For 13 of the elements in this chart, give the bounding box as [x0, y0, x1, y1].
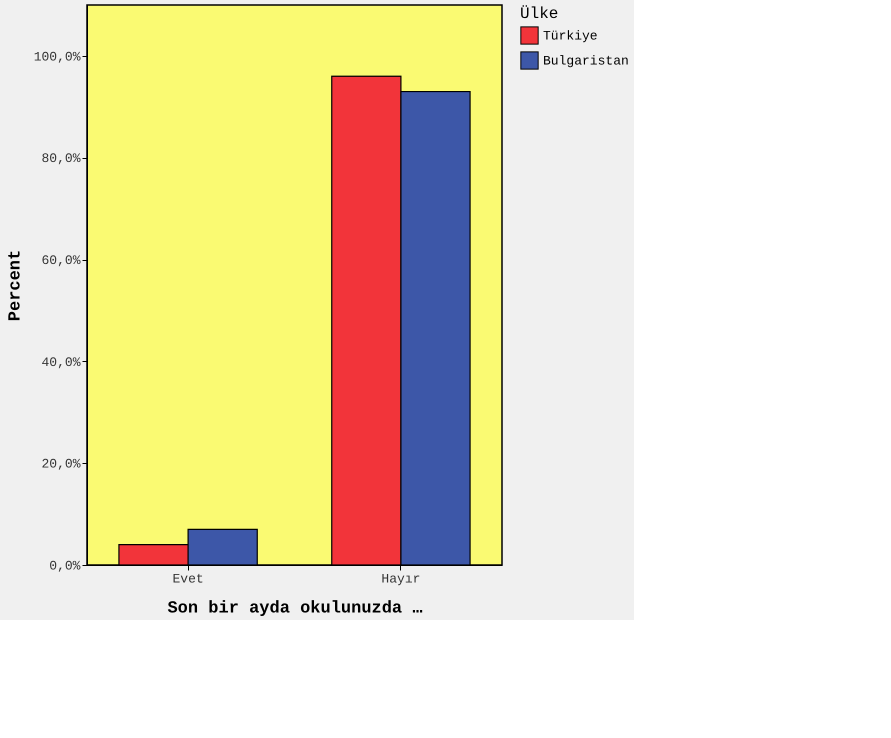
- y-tick-label: 40,0%: [41, 354, 81, 370]
- legend-title: Ülke: [520, 5, 558, 23]
- y-tick-label: 20,0%: [41, 456, 81, 472]
- y-tick-label: 60,0%: [41, 253, 81, 268]
- legend-label: Bulgaristan: [543, 54, 629, 68]
- x-axis-title: Son bir ayda okulunuzda …: [167, 600, 423, 618]
- y-tick-label: 80,0%: [41, 151, 81, 166]
- x-tick-label: Hayır: [381, 572, 420, 586]
- x-tick-label: Evet: [172, 572, 204, 586]
- legend-label: Türkiye: [543, 28, 598, 44]
- y-axis-title: Percent: [6, 250, 26, 322]
- y-tick-label: 0,0%: [49, 558, 81, 574]
- y-tick-label: 100,0%: [34, 49, 81, 64]
